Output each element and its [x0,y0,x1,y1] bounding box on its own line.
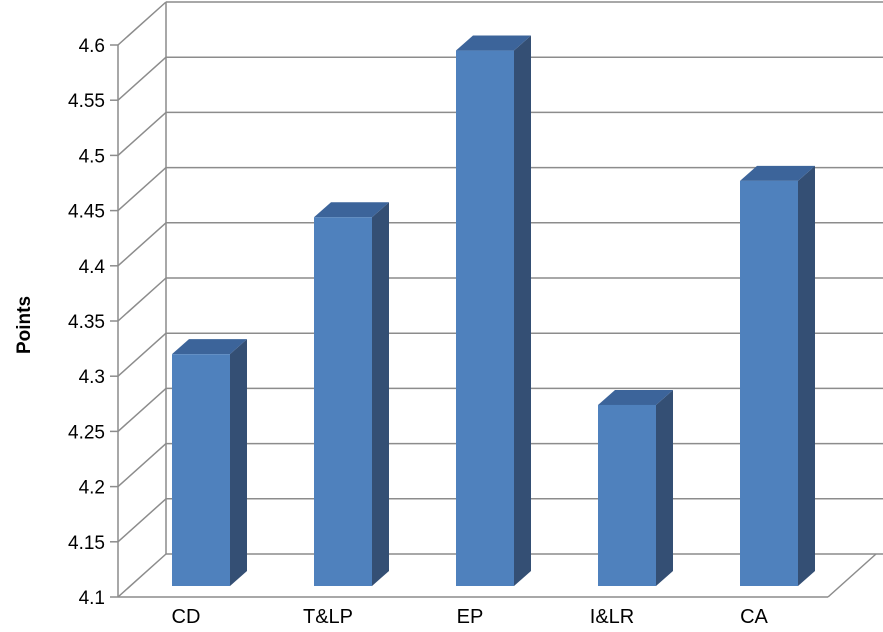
floor-right-edge [827,553,877,598]
bar-front [598,404,656,586]
x-tick-label: I&LR [590,606,634,628]
bar-front [314,217,372,587]
y-tick-label: 4.15 [68,533,105,554]
gridline-diagonal [117,553,167,598]
bar-front [456,50,514,587]
bar-top [740,165,815,181]
y-tick-label: 4.45 [68,202,105,223]
y-tick-label: 4.6 [79,36,105,57]
gridline-diagonal [117,167,167,212]
bar-side [798,165,815,586]
gridline-diagonal [117,1,167,46]
x-tick-labels: CD T&LP EP I&LR CA [172,606,769,628]
gridline-diagonal [117,443,167,488]
y-tick-label: 4.35 [68,312,105,333]
y-tick-label: 4.55 [68,91,105,112]
bar-top [456,35,531,51]
bar-front [172,354,230,586]
x-tick-label: EP [457,606,484,628]
bar-top [172,339,247,355]
x-tick-label: CD [172,606,201,628]
bar-side [656,389,673,586]
bar-front [740,180,798,586]
bar [598,389,673,586]
bar-top [314,202,389,218]
bar-side [514,35,531,587]
gridline-diagonal [117,111,167,156]
bar-side [372,202,389,586]
x-tick-label: CA [740,606,768,628]
y-tick-label: 4.5 [79,146,105,167]
y-tick-label: 4.25 [68,422,105,443]
y-tick-label: 4.2 [79,478,105,499]
y-tick-labels: 4.1 4.15 4.2 4.25 4.3 4.35 4.4 4.45 4.5 4.55 4.6 [68,36,105,609]
gridline-diagonal [117,222,167,267]
bar [456,35,531,587]
y-tick-label: 4.4 [79,257,106,278]
bar [740,165,815,586]
x-tick-label: T&LP [303,606,353,628]
gridline-diagonal [117,387,167,432]
gridline-diagonal [117,277,167,322]
gridline-diagonal [117,332,167,377]
y-tick-label: 4.3 [79,367,105,388]
bars [172,35,815,587]
bar-side [230,339,247,586]
gridline-diagonal [117,56,167,101]
bar [314,202,389,587]
gridline-diagonal [117,498,167,543]
y-axis-title: Points [14,296,35,354]
bar [172,339,247,586]
y-tick-label: 4.1 [79,588,105,609]
bar-top [598,389,673,405]
